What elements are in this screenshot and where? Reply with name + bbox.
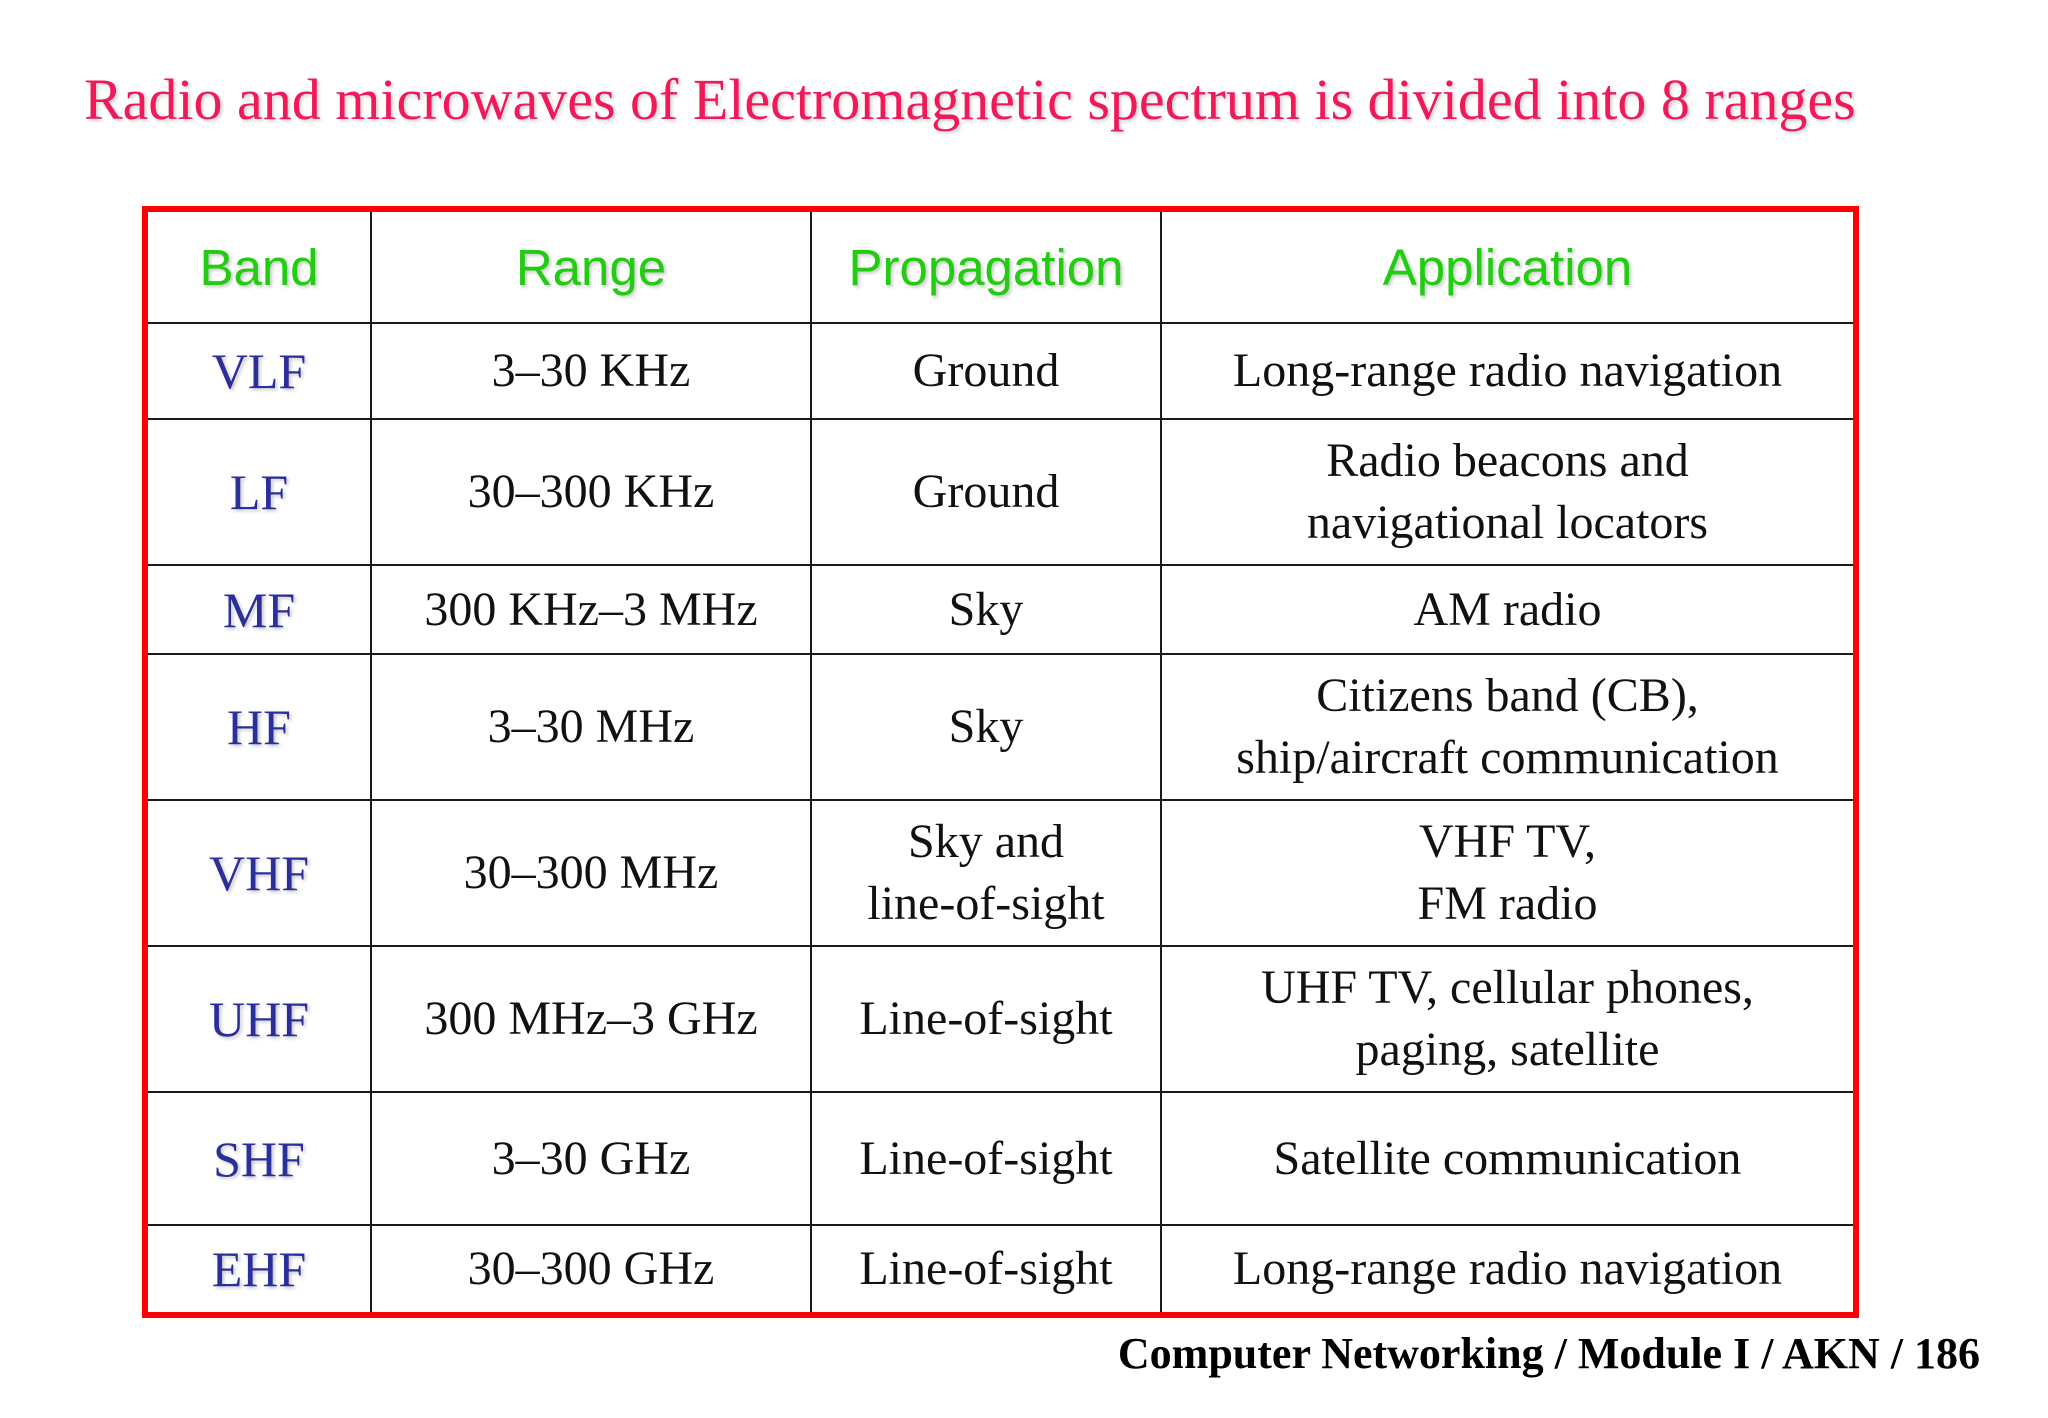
propagation-value: Sky and line-of-sight <box>867 815 1105 930</box>
application-cell: Satellite communication <box>1160 1091 1853 1226</box>
range-value: 300 MHz–3 GHz <box>424 992 758 1045</box>
application-cell: AM radio <box>1160 564 1853 655</box>
application-value: Long-range radio navigation <box>1232 1242 1783 1295</box>
application-value: Radio beacons and navigational locators <box>1306 434 1709 549</box>
band-label: VHF <box>208 845 310 901</box>
range-value: 30–300 KHz <box>467 465 715 518</box>
propagation-cell: Line-of-sight <box>810 1224 1162 1312</box>
application-cell: Citizens band (CB), ship/aircraft commun… <box>1160 653 1853 801</box>
band-cell: VLF <box>148 322 372 420</box>
range-cell: 300 MHz–3 GHz <box>370 945 812 1093</box>
propagation-value: Sky <box>948 582 1024 636</box>
band-label: UHF <box>208 991 310 1047</box>
propagation-value: Ground <box>912 344 1060 397</box>
band-label: VLF <box>211 343 307 399</box>
range-cell: 30–300 KHz <box>370 418 812 566</box>
application-value: UHF TV, cellular phones, paging, satelli… <box>1261 961 1754 1076</box>
band-cell: HF <box>148 653 372 801</box>
propagation-cell: Sky <box>810 653 1162 801</box>
application-value: Long-range radio navigation <box>1232 344 1783 397</box>
table-row: HF 3–30 MHz Sky Citizens band (CB), ship… <box>148 653 1853 801</box>
slide-footer: Computer Networking / Module I / AKN / 1… <box>1117 1329 1980 1378</box>
propagation-cell: Sky and line-of-sight <box>810 799 1162 947</box>
band-cell: VHF <box>148 799 372 947</box>
table-row: UHF 300 MHz–3 GHz Line-of-sight UHF TV, … <box>148 945 1853 1093</box>
range-value: 30–300 MHz <box>463 846 719 899</box>
band-label: LF <box>229 464 289 520</box>
application-value: Citizens band (CB), ship/aircraft commun… <box>1236 669 1779 784</box>
application-cell: Radio beacons and navigational locators <box>1160 418 1853 566</box>
application-cell: VHF TV, FM radio <box>1160 799 1853 947</box>
range-value: 30–300 GHz <box>467 1242 715 1295</box>
band-cell: EHF <box>148 1224 372 1312</box>
band-cell: UHF <box>148 945 372 1093</box>
table-row: MF 300 KHz–3 MHz Sky AM radio <box>148 564 1853 655</box>
propagation-value: Line-of-sight <box>859 1131 1113 1185</box>
header-range: Range <box>370 212 812 324</box>
table-row: SHF 3–30 GHz Line-of-sight Satellite com… <box>148 1091 1853 1226</box>
table-row: VLF 3–30 KHz Ground Long-range radio nav… <box>148 322 1853 420</box>
band-cell: LF <box>148 418 372 566</box>
propagation-cell: Sky <box>810 564 1162 655</box>
band-cell: SHF <box>148 1091 372 1226</box>
application-value: AM radio <box>1413 582 1602 636</box>
header-application: Application <box>1160 212 1853 324</box>
header-propagation: Propagation <box>810 212 1162 324</box>
propagation-value: Sky <box>948 700 1024 753</box>
application-value: VHF TV, FM radio <box>1417 815 1598 930</box>
band-cell: MF <box>148 564 372 655</box>
spectrum-table: Band Range Propagation Application VLF 3… <box>148 212 1853 1312</box>
range-value: 3–30 MHz <box>487 700 695 753</box>
range-cell: 30–300 MHz <box>370 799 812 947</box>
application-cell: UHF TV, cellular phones, paging, satelli… <box>1160 945 1853 1093</box>
range-cell: 3–30 KHz <box>370 322 812 420</box>
table-row: LF 30–300 KHz Ground Radio beacons and n… <box>148 418 1853 566</box>
band-label: EHF <box>211 1241 307 1297</box>
table-row: VHF 30–300 MHz Sky and line-of-sight VHF… <box>148 799 1853 947</box>
range-value: 300 KHz–3 MHz <box>424 582 758 636</box>
application-cell: Long-range radio navigation <box>1160 322 1853 420</box>
range-cell: 3–30 MHz <box>370 653 812 801</box>
band-label: HF <box>227 699 291 755</box>
propagation-cell: Line-of-sight <box>810 1091 1162 1226</box>
slide-title: Radio and microwaves of Electromagnetic … <box>84 67 1856 132</box>
spectrum-table-frame: Band Range Propagation Application VLF 3… <box>142 206 1859 1318</box>
range-value: 3–30 KHz <box>491 344 691 397</box>
propagation-cell: Ground <box>810 322 1162 420</box>
propagation-cell: Line-of-sight <box>810 945 1162 1093</box>
band-label: SHF <box>213 1130 305 1187</box>
table-header-row: Band Range Propagation Application <box>148 212 1853 324</box>
range-cell: 300 KHz–3 MHz <box>370 564 812 655</box>
propagation-value: Line-of-sight <box>859 1242 1113 1295</box>
application-cell: Long-range radio navigation <box>1160 1224 1853 1312</box>
propagation-value: Line-of-sight <box>859 992 1113 1045</box>
range-value: 3–30 GHz <box>491 1131 691 1185</box>
range-cell: 3–30 GHz <box>370 1091 812 1226</box>
header-band: Band <box>148 212 372 324</box>
propagation-value: Ground <box>912 465 1060 518</box>
table-row: EHF 30–300 GHz Line-of-sight Long-range … <box>148 1224 1853 1312</box>
range-cell: 30–300 GHz <box>370 1224 812 1312</box>
propagation-cell: Ground <box>810 418 1162 566</box>
application-value: Satellite communication <box>1273 1131 1742 1185</box>
band-label: MF <box>222 581 296 638</box>
